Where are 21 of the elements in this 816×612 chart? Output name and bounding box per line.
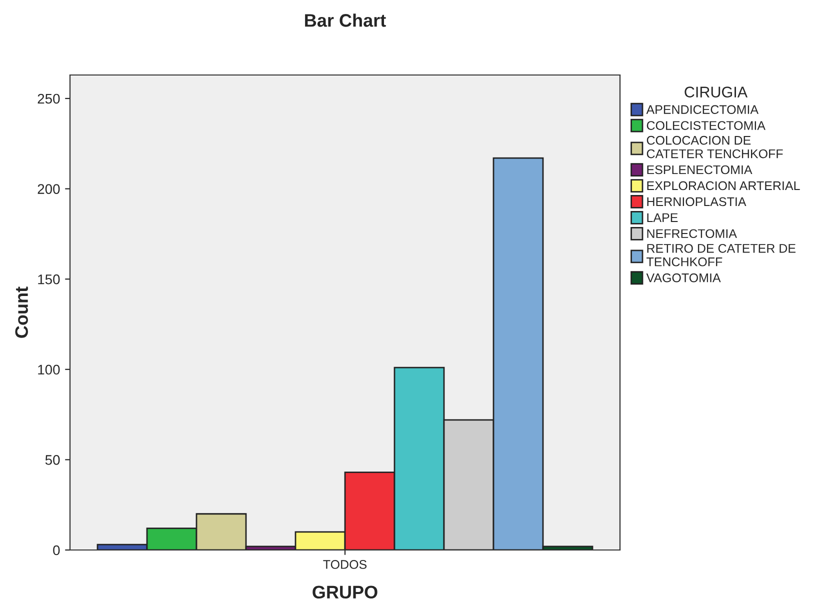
legend-label: NEFRECTOMIA	[647, 229, 737, 238]
legend-label: RETIRO DE CATETER DE TENCHKOFF	[646, 244, 796, 266]
x-axis-title: GRUPO	[312, 586, 378, 599]
legend-label: COLOCACION DE CATETER TENCHKOFF	[646, 136, 783, 158]
y-tick-label: 250	[38, 94, 60, 104]
legend-label: APENDICECTOMIA	[646, 105, 759, 114]
legend-title: CIRUGIA	[684, 86, 748, 98]
y-tick-label: 0	[53, 545, 60, 556]
y-axis-title: Count	[15, 286, 28, 338]
x-tick-label: TODOS	[323, 560, 367, 569]
legend-label: EXPLORACION ARTERIAL	[647, 181, 800, 190]
legend-label: ESPLENECTOMIA	[647, 165, 752, 174]
legend-label: LAPE	[647, 213, 678, 222]
y-tick-label: 150	[38, 274, 60, 284]
legend-label: COLECISTECTOMIA	[646, 121, 766, 130]
y-tick-label: 50	[45, 455, 60, 465]
chart-title: Bar Chart	[305, 14, 386, 27]
y-tick-label: 100	[38, 364, 60, 375]
legend-label: VAGOTOMIA	[646, 273, 721, 282]
legend-label: HERNIOPLASTIA	[647, 197, 746, 206]
y-tick-label: 200	[38, 184, 60, 194]
